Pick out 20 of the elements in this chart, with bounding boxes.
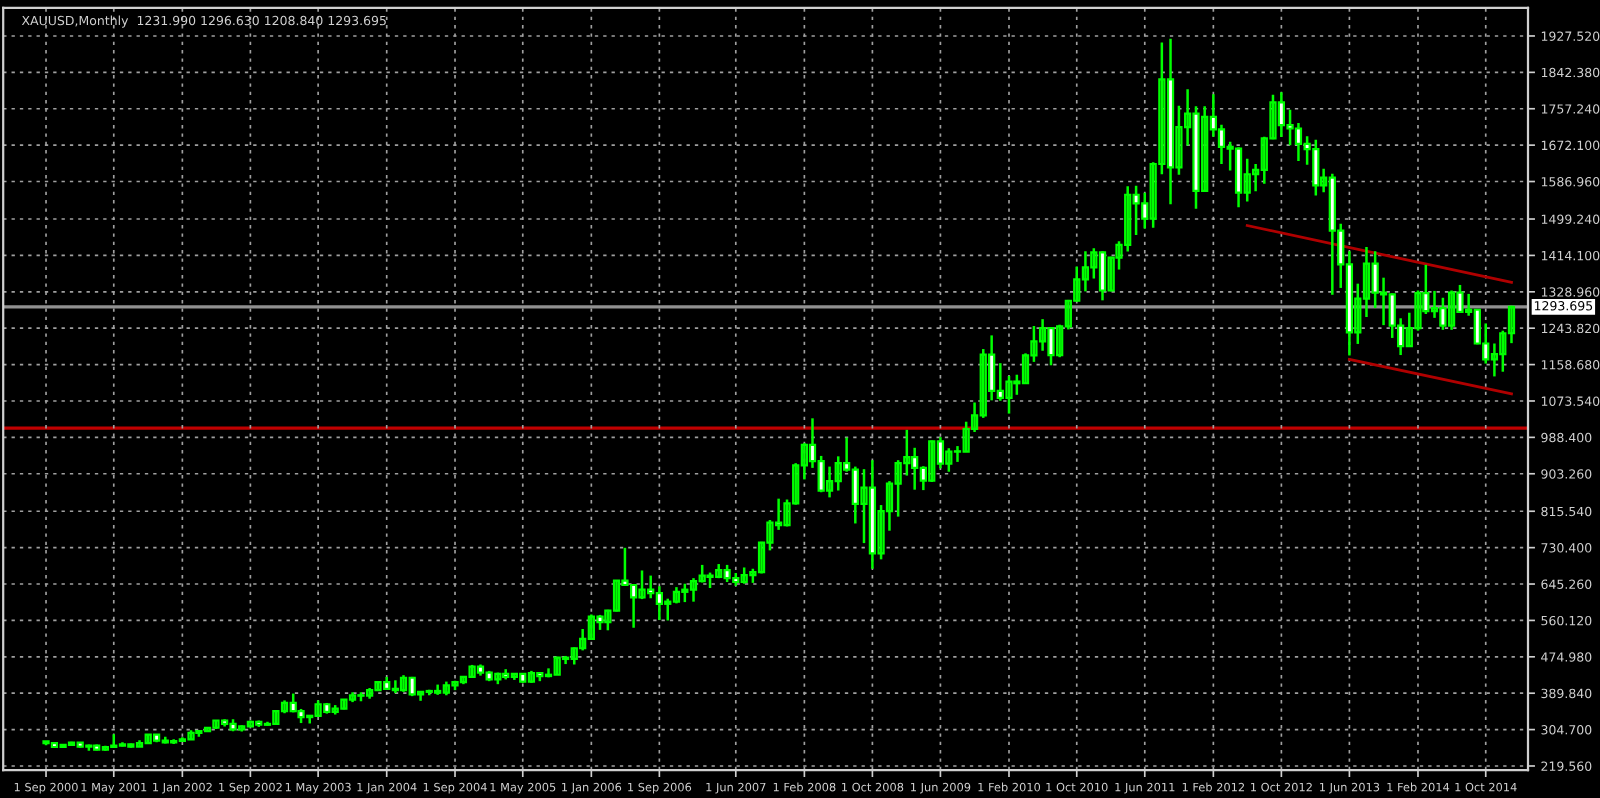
candlestick (638, 569, 646, 601)
candlestick (655, 585, 663, 622)
candlestick (629, 582, 638, 629)
candlestick (1439, 296, 1447, 332)
candlestick (1098, 249, 1107, 302)
candlestick (1234, 146, 1243, 209)
candlestick (1294, 121, 1303, 163)
candlestick (391, 679, 400, 695)
candlestick (894, 458, 902, 518)
candlestick (1277, 90, 1286, 139)
candlestick (1038, 317, 1047, 353)
candlestick (903, 428, 911, 477)
candlestick (689, 576, 698, 603)
candlestick (1447, 289, 1456, 332)
candlestick (1047, 326, 1055, 367)
candlestick (399, 673, 408, 694)
candlestick (825, 465, 834, 499)
candlestick (1312, 138, 1320, 197)
candlestick (928, 439, 936, 484)
candlestick (945, 446, 953, 473)
